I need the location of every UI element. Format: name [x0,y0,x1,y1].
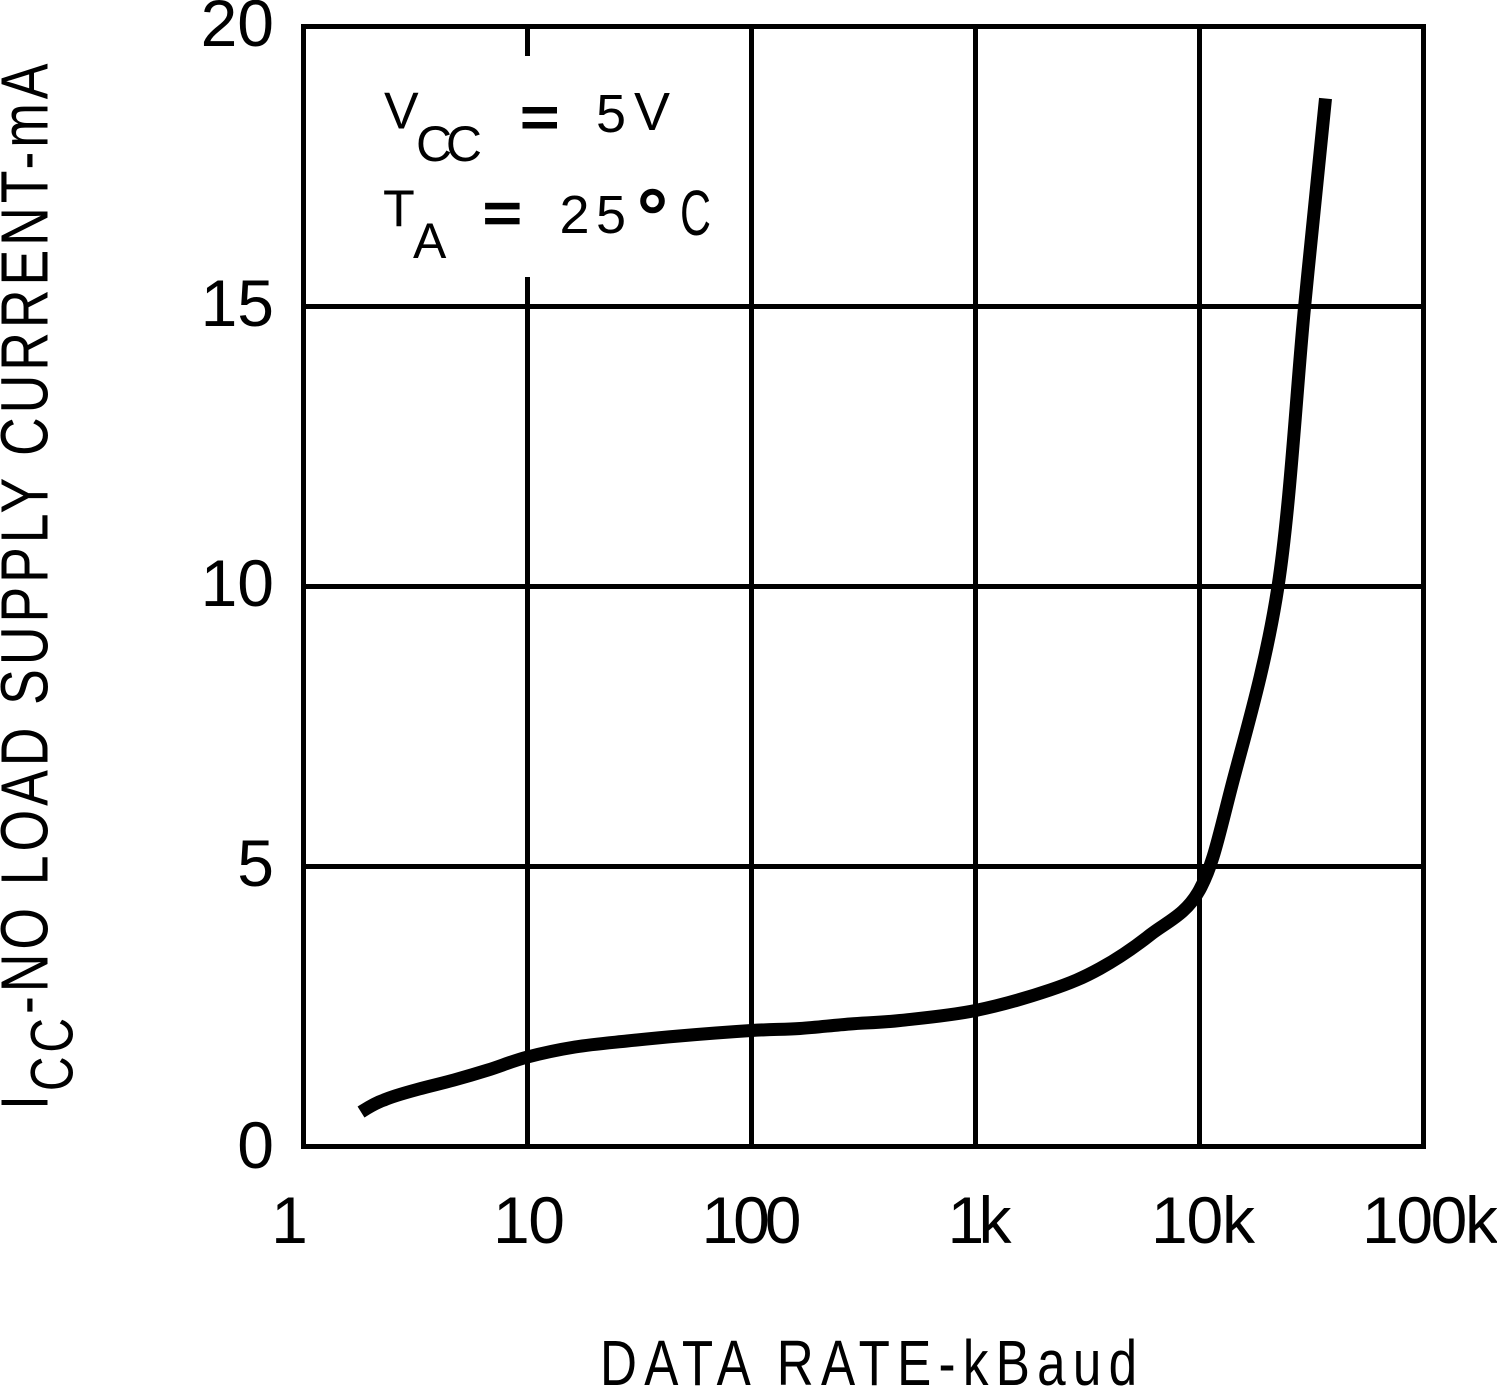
svg-text:15: 15 [201,266,274,340]
svg-text:10k: 10k [1151,1183,1256,1257]
svg-text:5: 5 [237,826,274,900]
svg-text:10: 10 [201,546,274,620]
svg-text:1: 1 [271,1183,308,1257]
svg-text:20: 20 [201,0,274,60]
svg-text:DATA RATE-kBaud: DATA RATE-kBaud [600,1329,1144,1390]
svg-text:100: 100 [702,1183,802,1257]
svg-text:0: 0 [237,1108,274,1182]
svg-text:10: 10 [493,1183,565,1257]
svg-text:C: C [680,177,711,249]
svg-text:100k: 100k [1362,1183,1497,1257]
svg-text:A: A [413,213,447,269]
svg-text:1k: 1k [948,1183,1013,1257]
svg-text:V: V [384,83,419,141]
svg-text:T: T [383,181,415,239]
svg-text:ICC-NO LOAD SUPPLY CURRENT-mA: ICC-NO LOAD SUPPLY CURRENT-mA [0,60,86,1110]
svg-text:CC: CC [416,116,482,172]
svg-text:5: 5 [596,84,626,144]
svg-text:V: V [634,82,670,142]
svg-text:5: 5 [596,185,626,245]
svg-text:2: 2 [560,185,590,245]
